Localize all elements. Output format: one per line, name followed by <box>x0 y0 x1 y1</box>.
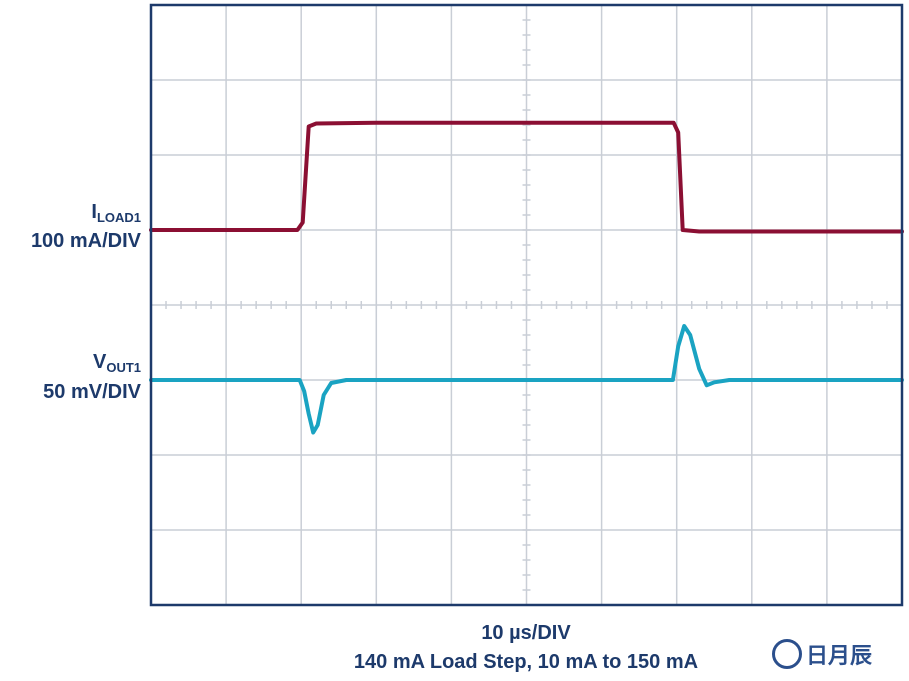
watermark-logo: 日月辰 <box>772 638 872 670</box>
chart-caption: 140 mA Load Step, 10 mA to 150 mA <box>353 651 699 673</box>
iload-trace <box>149 120 904 234</box>
watermark-circle-icon <box>772 639 802 669</box>
vout-label-sub: OUT1 <box>106 360 141 375</box>
watermark-text: 日月辰 <box>806 643 873 669</box>
iload-label-sub: LOAD1 <box>96 210 141 225</box>
center-axis-ticks <box>150 4 903 606</box>
iload-scale: 100 mA/DIV <box>30 230 141 252</box>
vout-scale: 50 mV/DIV <box>43 381 141 403</box>
iload-label-main: I <box>91 201 97 223</box>
plot-frame <box>149 3 904 607</box>
vout-label-main: V <box>92 351 107 373</box>
vout-label: VOUT1 <box>93 350 141 380</box>
iload-label: ILOAD1 <box>91 200 141 230</box>
traces <box>149 120 904 435</box>
vout-trace <box>149 324 904 435</box>
x-axis-label: 10 µs/DIV <box>481 622 571 644</box>
